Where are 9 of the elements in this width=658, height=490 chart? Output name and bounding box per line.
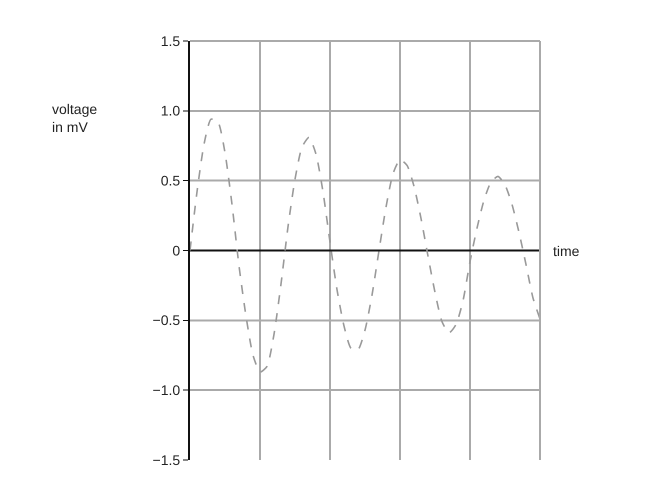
x-axis-title: time: [553, 243, 580, 259]
y-tick-label: −1.0: [152, 382, 180, 398]
y-axis-title: voltage in mV: [52, 101, 98, 136]
y-tick-label: −1.5: [152, 452, 180, 468]
y-tick-label: −0.5: [152, 312, 180, 328]
y-tick-label: 0: [172, 242, 180, 258]
y-tick-label: 1.0: [160, 102, 180, 119]
y-tick-label: 1.5: [160, 32, 180, 49]
y-tick-label: 0.5: [160, 172, 180, 189]
